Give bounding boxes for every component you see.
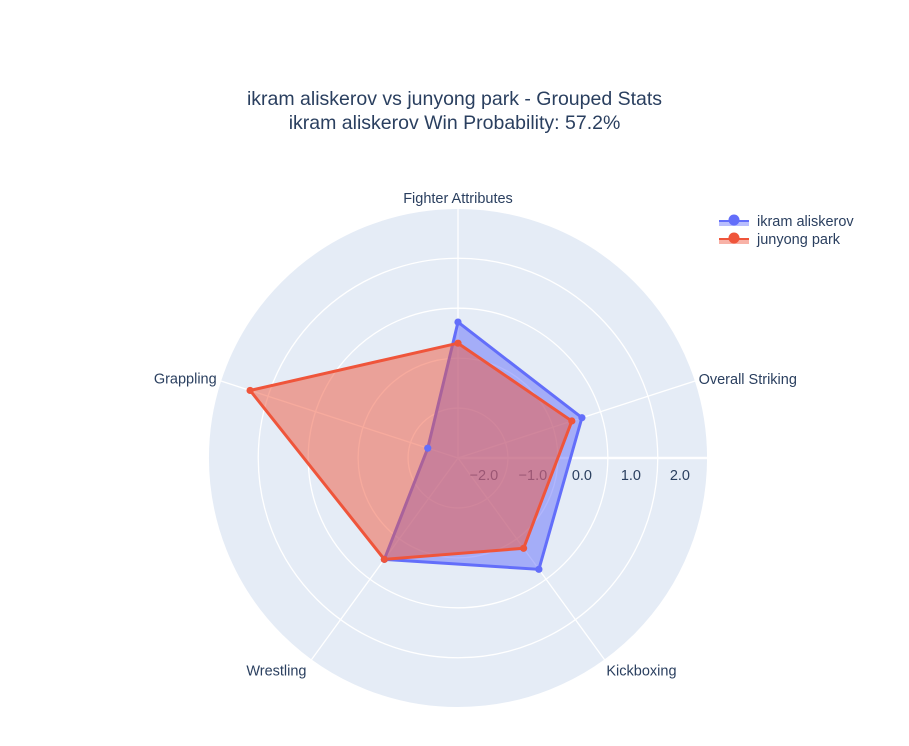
svg-text:Overall Striking: Overall Striking [699, 372, 797, 388]
svg-text:Grappling: Grappling [154, 372, 217, 388]
svg-text:0.0: 0.0 [572, 468, 592, 484]
svg-text:Kickboxing: Kickboxing [606, 664, 676, 680]
svg-text:Fighter Attributes: Fighter Attributes [403, 191, 513, 207]
svg-text:2.0: 2.0 [670, 468, 690, 484]
svg-text:Wrestling: Wrestling [246, 664, 306, 680]
svg-text:1.0: 1.0 [621, 468, 641, 484]
